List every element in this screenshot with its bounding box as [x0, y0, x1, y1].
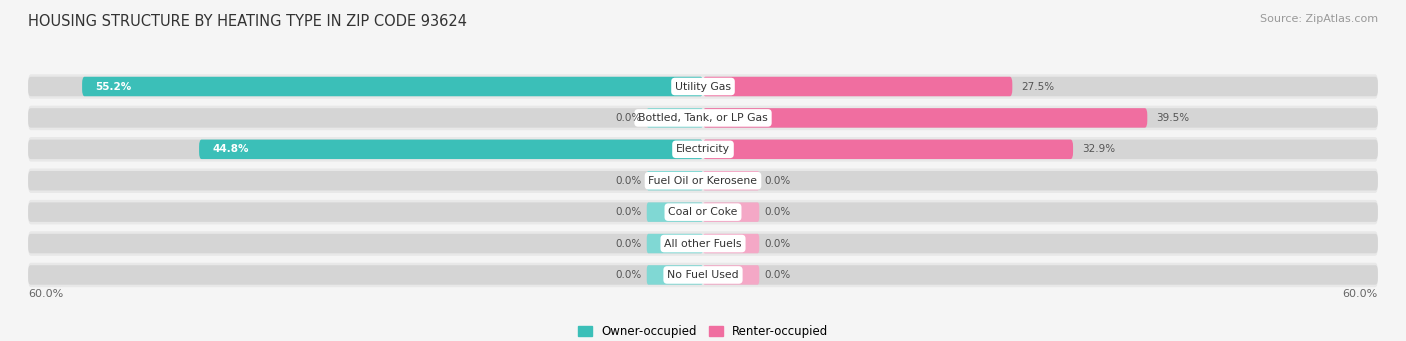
FancyBboxPatch shape [28, 231, 1378, 256]
Text: Utility Gas: Utility Gas [675, 81, 731, 91]
Text: 60.0%: 60.0% [1343, 288, 1378, 298]
FancyBboxPatch shape [703, 234, 759, 253]
FancyBboxPatch shape [703, 234, 1378, 253]
FancyBboxPatch shape [28, 106, 1378, 130]
Text: 27.5%: 27.5% [1021, 81, 1054, 91]
Text: 0.0%: 0.0% [765, 176, 792, 186]
Text: All other Fuels: All other Fuels [664, 239, 742, 249]
Text: 39.5%: 39.5% [1156, 113, 1189, 123]
FancyBboxPatch shape [28, 74, 1378, 99]
FancyBboxPatch shape [703, 203, 759, 222]
FancyBboxPatch shape [28, 168, 1378, 193]
FancyBboxPatch shape [28, 139, 703, 159]
FancyBboxPatch shape [703, 171, 759, 191]
FancyBboxPatch shape [703, 108, 1378, 128]
Text: 0.0%: 0.0% [765, 239, 792, 249]
FancyBboxPatch shape [703, 139, 1378, 159]
Text: Fuel Oil or Kerosene: Fuel Oil or Kerosene [648, 176, 758, 186]
Text: Source: ZipAtlas.com: Source: ZipAtlas.com [1260, 14, 1378, 24]
Text: Bottled, Tank, or LP Gas: Bottled, Tank, or LP Gas [638, 113, 768, 123]
FancyBboxPatch shape [703, 139, 1073, 159]
FancyBboxPatch shape [647, 171, 703, 191]
FancyBboxPatch shape [28, 77, 703, 96]
Text: No Fuel Used: No Fuel Used [668, 270, 738, 280]
Text: 0.0%: 0.0% [614, 207, 641, 217]
Text: 0.0%: 0.0% [765, 207, 792, 217]
FancyBboxPatch shape [28, 263, 1378, 287]
FancyBboxPatch shape [28, 203, 703, 222]
Text: 0.0%: 0.0% [614, 176, 641, 186]
FancyBboxPatch shape [28, 200, 1378, 224]
FancyBboxPatch shape [703, 203, 1378, 222]
FancyBboxPatch shape [28, 171, 703, 191]
FancyBboxPatch shape [703, 77, 1378, 96]
FancyBboxPatch shape [703, 77, 1012, 96]
FancyBboxPatch shape [28, 137, 1378, 162]
FancyBboxPatch shape [28, 265, 703, 285]
FancyBboxPatch shape [703, 108, 1147, 128]
FancyBboxPatch shape [703, 171, 1378, 191]
Text: 0.0%: 0.0% [614, 239, 641, 249]
Text: 0.0%: 0.0% [614, 270, 641, 280]
Text: HOUSING STRUCTURE BY HEATING TYPE IN ZIP CODE 93624: HOUSING STRUCTURE BY HEATING TYPE IN ZIP… [28, 14, 467, 29]
FancyBboxPatch shape [703, 265, 1378, 285]
Text: Electricity: Electricity [676, 144, 730, 154]
Text: 0.0%: 0.0% [765, 270, 792, 280]
FancyBboxPatch shape [28, 234, 703, 253]
FancyBboxPatch shape [82, 77, 703, 96]
Text: 44.8%: 44.8% [212, 144, 249, 154]
Text: 32.9%: 32.9% [1083, 144, 1115, 154]
FancyBboxPatch shape [200, 139, 703, 159]
Legend: Owner-occupied, Renter-occupied: Owner-occupied, Renter-occupied [572, 321, 834, 341]
Text: 55.2%: 55.2% [96, 81, 132, 91]
FancyBboxPatch shape [703, 265, 759, 285]
FancyBboxPatch shape [647, 265, 703, 285]
FancyBboxPatch shape [647, 108, 703, 128]
FancyBboxPatch shape [28, 108, 703, 128]
Text: Coal or Coke: Coal or Coke [668, 207, 738, 217]
FancyBboxPatch shape [647, 203, 703, 222]
FancyBboxPatch shape [647, 234, 703, 253]
Text: 0.0%: 0.0% [614, 113, 641, 123]
Text: 60.0%: 60.0% [28, 288, 63, 298]
